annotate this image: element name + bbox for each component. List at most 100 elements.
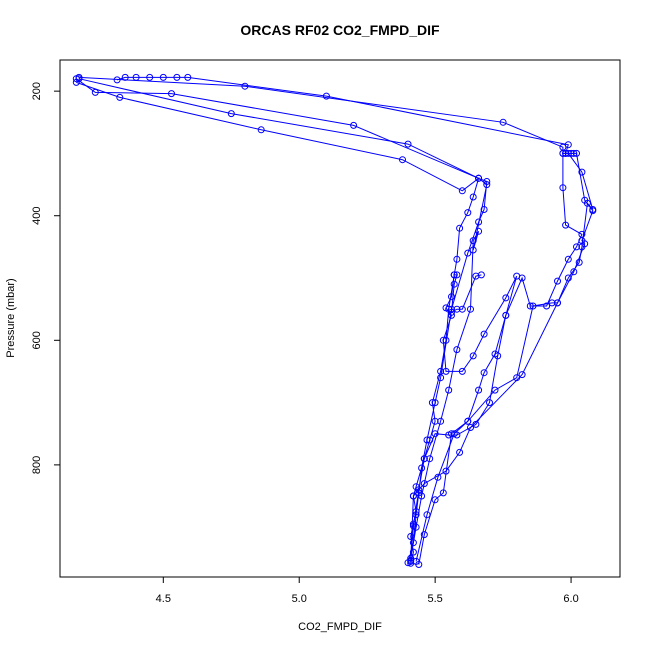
data-point [589,207,597,215]
data-point [418,492,426,500]
data-point [439,336,447,344]
data-point [499,118,507,126]
data-point [399,156,406,164]
data-point [467,305,474,313]
data-point [407,557,415,565]
data-point [420,531,428,539]
data-point [456,224,464,232]
data-point [322,92,330,100]
data-point [257,126,265,134]
data-point [146,73,154,81]
data-point [431,496,439,504]
data-point [184,73,192,81]
data-point [448,293,455,301]
data-point [409,522,417,530]
data-point [467,424,474,431]
data-point [469,352,477,360]
data-point [241,82,249,90]
data-point [453,305,461,313]
data-point [437,417,445,425]
data-point [464,209,472,217]
data-point [448,311,455,319]
data-point [404,140,412,148]
data-point [458,367,466,375]
data-point [418,464,426,472]
data-point [518,274,526,282]
series-line-6 [78,76,594,562]
x-axis-label: CO2_FMPD_DIF [298,621,382,633]
data-point [437,374,445,382]
data-point [431,430,439,438]
series-line-7 [116,76,594,562]
data-point [450,280,458,288]
data-point [491,350,499,358]
data-point [502,311,510,319]
data-point [75,73,83,81]
x-tick-label: 5.5 [427,593,442,605]
data-point [554,277,561,285]
data-point [480,369,488,377]
data-point [480,206,488,213]
data-point [578,168,586,176]
data-point [412,557,420,565]
data-point [458,305,466,313]
data-point [426,455,434,463]
data-point [350,121,358,129]
data-point [121,73,129,81]
data-point [442,304,450,312]
data-point [581,196,589,204]
plot-frame [59,59,621,578]
data-point [464,417,472,425]
data-point [573,243,580,251]
data-point [450,430,458,438]
y-axis: 200 400 600 800 [31,82,60,474]
data-point [442,367,450,375]
data-point [116,93,124,101]
data-point [420,455,428,463]
series-line-4 [410,274,518,561]
y-tick-label: 800 [31,456,43,474]
data-point [456,448,464,456]
data-point [445,386,453,394]
data-point [475,386,483,394]
data-point [578,237,586,245]
data-point [475,227,483,235]
y-tick-label: 600 [31,331,43,349]
data-point [564,141,572,149]
data-point [564,274,572,282]
data-point [409,492,417,500]
data-point [575,258,583,266]
data-point [415,486,423,494]
data-point [442,467,450,475]
x-tick-label: 4.5 [156,593,171,605]
data-point [469,193,477,201]
data-point [570,268,578,276]
data-point [502,294,510,302]
y-axis-label: Pressure (mbar) [5,278,17,357]
data-point [483,181,491,189]
data-point [173,73,181,81]
x-tick-label: 6.0 [563,593,578,605]
data-point [469,246,477,254]
data-point [480,330,488,338]
series-line-2 [76,78,488,563]
data-point [475,174,483,182]
data-point [562,221,570,229]
data-point [554,299,561,307]
data-point [458,187,466,195]
plot-series [72,73,597,568]
data-point [448,308,455,316]
data-point [423,511,431,519]
data-point [486,399,493,407]
data-point [562,149,570,157]
data-point [423,436,431,444]
data-point [420,480,428,488]
data-point [439,489,447,497]
data-point [469,237,477,245]
data-point [477,271,485,279]
y-tick-label: 400 [31,207,43,225]
data-point [491,386,499,394]
x-axis: 4.5 5.0 5.5 6.0 [156,577,579,605]
data-point [453,255,461,263]
